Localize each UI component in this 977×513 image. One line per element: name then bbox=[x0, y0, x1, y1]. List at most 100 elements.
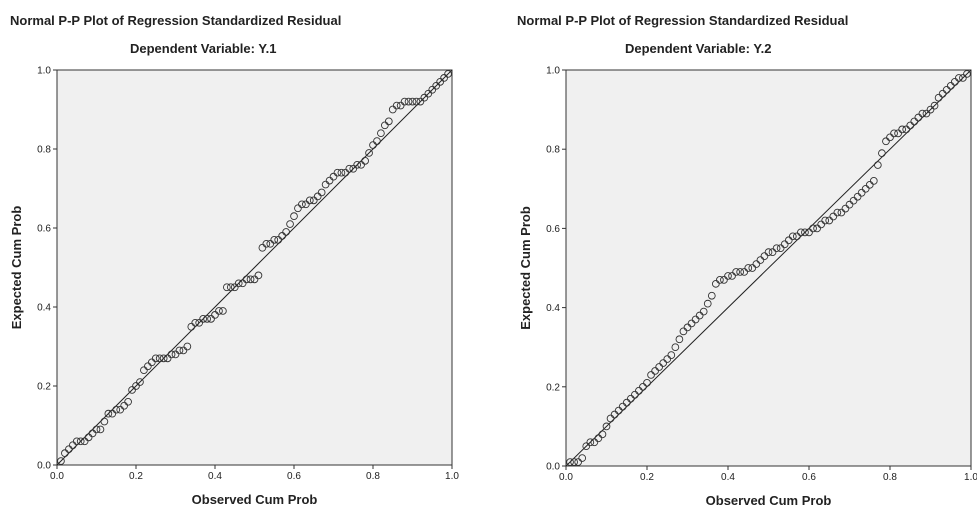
x-tick-label: 1.0 bbox=[445, 471, 459, 482]
data-point bbox=[821, 216, 830, 225]
data-point bbox=[671, 343, 680, 352]
data-point bbox=[663, 355, 672, 363]
data-point bbox=[57, 457, 65, 465]
data-point bbox=[298, 200, 306, 209]
data-point bbox=[384, 117, 393, 126]
data-point bbox=[639, 382, 647, 391]
data-point bbox=[262, 239, 271, 248]
data-point bbox=[586, 438, 595, 447]
data-point bbox=[797, 228, 805, 237]
data-point bbox=[317, 188, 326, 197]
data-point bbox=[902, 125, 911, 134]
data-point bbox=[934, 93, 943, 102]
y-tick-label: 0.4 bbox=[546, 303, 560, 314]
y-axis-label: Expected Cum Prob bbox=[518, 206, 533, 330]
data-point bbox=[882, 137, 890, 146]
data-point bbox=[424, 89, 433, 98]
x-axis-label: Observed Cum Prob bbox=[192, 492, 318, 507]
data-point bbox=[963, 70, 971, 78]
data-point bbox=[226, 283, 235, 292]
data-point bbox=[631, 390, 639, 399]
data-point bbox=[230, 283, 239, 292]
data-point bbox=[801, 228, 809, 237]
data-point bbox=[302, 200, 310, 209]
data-point bbox=[400, 97, 409, 106]
data-point bbox=[890, 129, 898, 138]
data-point bbox=[223, 283, 231, 292]
data-point bbox=[373, 137, 381, 145]
data-point bbox=[679, 327, 688, 336]
data-point bbox=[167, 350, 176, 359]
data-point bbox=[64, 445, 73, 454]
data-point bbox=[606, 414, 615, 423]
data-point bbox=[246, 275, 255, 284]
x-tick-label: 0.4 bbox=[721, 472, 735, 483]
data-point bbox=[574, 458, 583, 466]
data-point bbox=[683, 323, 692, 332]
data-point bbox=[195, 318, 204, 327]
data-point bbox=[695, 311, 704, 320]
data-point bbox=[353, 160, 362, 169]
data-point bbox=[250, 275, 259, 284]
data-point bbox=[72, 437, 81, 446]
data-point bbox=[845, 200, 854, 209]
data-point bbox=[404, 97, 413, 106]
data-point bbox=[878, 149, 886, 158]
x-tick-label: 0.8 bbox=[366, 471, 380, 482]
data-point bbox=[191, 318, 200, 327]
data-point bbox=[744, 264, 753, 272]
data-point bbox=[258, 243, 267, 252]
data-point bbox=[829, 212, 838, 221]
data-point bbox=[918, 109, 927, 118]
data-point bbox=[377, 129, 385, 138]
y-tick-label: 0.0 bbox=[546, 462, 560, 473]
data-point bbox=[869, 177, 878, 185]
data-point bbox=[88, 429, 97, 438]
data-point bbox=[337, 168, 346, 177]
data-point bbox=[809, 224, 817, 233]
data-point bbox=[436, 77, 445, 86]
data-point bbox=[369, 141, 377, 149]
data-point bbox=[655, 363, 664, 371]
data-point bbox=[614, 406, 623, 415]
reference-line bbox=[565, 69, 972, 467]
x-tick-label: 0.6 bbox=[802, 472, 816, 483]
data-point bbox=[926, 105, 935, 114]
data-point bbox=[124, 397, 132, 406]
y-tick-label: 0.8 bbox=[37, 145, 51, 156]
data-point bbox=[793, 232, 801, 241]
x-tick-label: 0.2 bbox=[640, 472, 654, 483]
data-point bbox=[96, 425, 105, 434]
x-tick-label: 0.8 bbox=[883, 472, 897, 483]
data-point bbox=[768, 248, 777, 257]
data-point bbox=[825, 216, 834, 225]
data-point bbox=[898, 125, 907, 134]
data-point bbox=[635, 386, 643, 395]
y-tick-label: 1.0 bbox=[37, 66, 51, 77]
data-point bbox=[76, 437, 85, 446]
data-point bbox=[906, 121, 915, 130]
x-tick-label: 1.0 bbox=[964, 472, 977, 483]
data-point bbox=[92, 425, 101, 434]
data-point bbox=[215, 307, 223, 315]
x-tick-label: 0.2 bbox=[129, 471, 143, 482]
data-point bbox=[610, 410, 619, 419]
chart-subtitle: Dependent Variable: Y.2 bbox=[625, 41, 772, 56]
data-point bbox=[712, 279, 720, 288]
data-point bbox=[80, 437, 89, 446]
data-point bbox=[643, 378, 651, 387]
chart-title: Normal P-P Plot of Regression Standardiz… bbox=[517, 13, 849, 28]
x-tick-label: 0.4 bbox=[208, 471, 222, 482]
data-point bbox=[805, 228, 813, 237]
data-point bbox=[234, 279, 243, 288]
data-point bbox=[282, 228, 290, 236]
y-tick-label: 0.2 bbox=[546, 382, 560, 393]
data-point bbox=[647, 371, 655, 379]
data-point bbox=[61, 449, 69, 458]
data-point bbox=[942, 85, 951, 94]
data-point bbox=[408, 97, 417, 106]
data-point bbox=[333, 168, 342, 177]
data-point bbox=[833, 208, 842, 217]
data-point bbox=[274, 236, 283, 244]
data-point bbox=[128, 386, 136, 394]
